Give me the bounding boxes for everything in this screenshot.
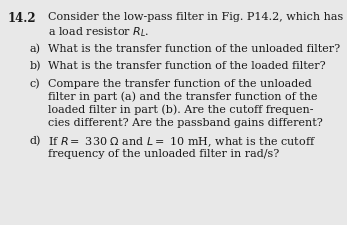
Text: frequency of the unloaded filter in rad/s?: frequency of the unloaded filter in rad/… bbox=[48, 149, 279, 159]
Text: a): a) bbox=[30, 44, 41, 54]
Text: Consider the low-pass filter in Fig. P14.2, which has: Consider the low-pass filter in Fig. P14… bbox=[48, 12, 343, 22]
Text: If $R =$ 330 $\Omega$ and $L =$ 10 mH, what is the cutoff: If $R =$ 330 $\Omega$ and $L =$ 10 mH, w… bbox=[48, 136, 316, 149]
Text: What is the transfer function of the loaded filter?: What is the transfer function of the loa… bbox=[48, 61, 325, 71]
Text: b): b) bbox=[30, 61, 42, 72]
Text: c): c) bbox=[30, 79, 41, 89]
Text: 14.2: 14.2 bbox=[8, 12, 37, 25]
Text: What is the transfer function of the unloaded filter?: What is the transfer function of the unl… bbox=[48, 44, 340, 54]
Text: loaded filter in part (b). Are the cutoff frequen-: loaded filter in part (b). Are the cutof… bbox=[48, 105, 313, 115]
Text: Compare the transfer function of the unloaded: Compare the transfer function of the unl… bbox=[48, 79, 312, 89]
Text: d): d) bbox=[30, 136, 41, 146]
Text: a load resistor $R_L$.: a load resistor $R_L$. bbox=[48, 25, 150, 39]
Text: cies different? Are the passband gains different?: cies different? Are the passband gains d… bbox=[48, 118, 323, 128]
Text: filter in part (a) and the transfer function of the: filter in part (a) and the transfer func… bbox=[48, 92, 318, 102]
